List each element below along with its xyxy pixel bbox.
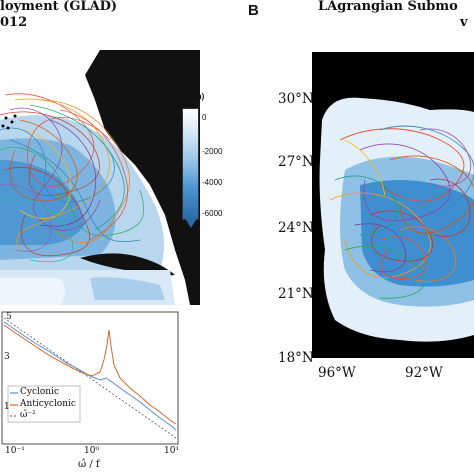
inset-y-tick: 1: [4, 402, 10, 412]
cyclonic-series: [3, 321, 177, 431]
anticyclonic-series: [3, 324, 177, 425]
colorbar-tick: -4000: [202, 178, 223, 187]
inset-x-tick: 10¹: [164, 446, 180, 456]
panel-b-title-line1: LAgrangian Submo: [318, 0, 458, 14]
colorbar-tick: -2000: [202, 147, 223, 156]
legend-reference: ω̂⁻²: [20, 410, 36, 420]
lat-label-21n: 21°N: [278, 286, 314, 302]
panel-a-title-line2: 012: [0, 15, 28, 30]
colorbar-title: Depth (m): [167, 92, 205, 101]
inset-x-tick: 10⁰: [84, 446, 100, 456]
legend-cyclonic: Cyclonic: [20, 387, 60, 397]
lasers-drifter-trajectories: [329, 125, 474, 299]
panel-b-title-line2: v: [460, 15, 468, 30]
lat-label-24n: 24°N: [278, 220, 314, 236]
lat-label-27n: 27°N: [278, 154, 314, 170]
inset-xlabel: ω̂ / f: [78, 459, 100, 470]
lon-label-92w: 92°W: [405, 365, 443, 381]
colorbar-tick: 0: [202, 113, 207, 122]
inset-x-tick: 10⁻¹: [5, 446, 25, 456]
colorbar-extend-arrow: [185, 218, 197, 228]
florida-land: [85, 50, 200, 305]
lon-label-96w: 96°W: [318, 365, 356, 381]
deployment-points: [1, 114, 17, 130]
reference-line: [3, 317, 177, 439]
inset-y-tick: 5: [6, 312, 12, 322]
lat-label-30n: 30°N: [278, 91, 314, 107]
legend-anticyclonic: Anticyclonic: [20, 399, 76, 409]
inset-y-tick: 3: [4, 352, 10, 362]
lat-label-18n: 18°N: [278, 350, 314, 366]
panel-b-letter: B: [248, 2, 259, 19]
panel-a-title-line1: loyment (GLAD): [0, 0, 118, 14]
colorbar-tick: -6000: [202, 209, 223, 218]
glad-drifter-trajectories: [0, 93, 145, 263]
